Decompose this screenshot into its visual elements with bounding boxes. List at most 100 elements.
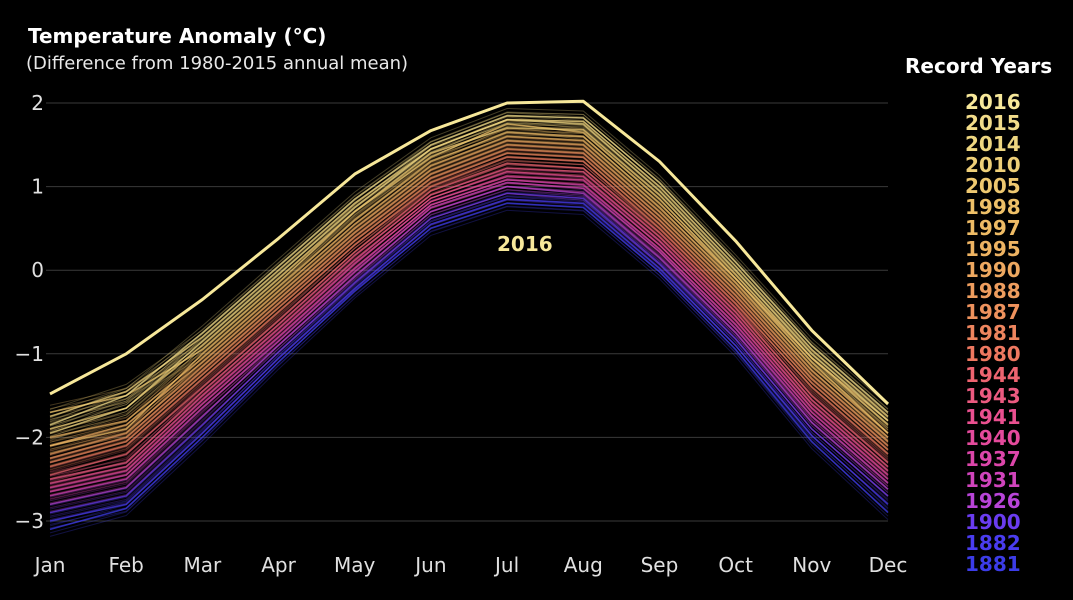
series-line-strand (49, 135, 889, 450)
x-tick-label: Oct (718, 553, 753, 577)
highlight-line (49, 99, 890, 406)
series-line-strand (49, 174, 889, 490)
legend-item: 1931 (965, 468, 1021, 492)
grid-lines (46, 102, 888, 522)
series-line-strand (49, 195, 889, 523)
series-line-1882 (49, 198, 889, 522)
x-tick-label: Aug (564, 553, 603, 577)
legend-item: 1943 (965, 384, 1021, 408)
series-line-2005 (49, 127, 889, 430)
series-line-strand (49, 121, 889, 433)
series-line-strand (49, 196, 889, 517)
series-line-strand (49, 199, 889, 521)
series-line-strand (49, 156, 889, 467)
series-line-strand (49, 159, 889, 470)
chart-subtitle: (Difference from 1980-2015 annual mean) (26, 53, 409, 74)
series-line-strand (49, 189, 889, 509)
series-line-strand (49, 202, 889, 525)
series-line-strand (49, 145, 889, 456)
series-line-1941 (49, 170, 889, 485)
legend-item: 1995 (965, 237, 1021, 261)
series-line-strand (49, 147, 889, 459)
series-line-strand (49, 209, 889, 537)
x-tick-label: May (334, 553, 376, 577)
x-tick-label: Feb (108, 553, 143, 577)
x-tick-label: Jul (493, 553, 519, 577)
y-tick-label: −2 (15, 425, 44, 449)
series-line-strand (49, 205, 889, 529)
legend-item: 2016 (965, 90, 1021, 114)
series-line-strand (49, 149, 889, 461)
legend-item: 1988 (965, 279, 1021, 303)
series-line-strand (49, 188, 889, 504)
series-line-strand (49, 130, 889, 441)
series-line-strand (49, 138, 889, 454)
series-line-2016 (49, 99, 890, 406)
legend-item: 1944 (965, 363, 1021, 387)
series-line-strand (49, 182, 889, 496)
series-line-1931 (49, 181, 889, 497)
x-tick-label: Mar (183, 553, 222, 577)
legend-item: 2010 (965, 153, 1021, 177)
y-tick-label: 0 (31, 258, 44, 282)
legend: 2016 2015 2014 2010 2005 1998 1997 1995 1990 1988… (965, 92, 1035, 575)
legend-item: 1998 (965, 195, 1021, 219)
series-line-strand (49, 126, 889, 438)
y-tick-label: −1 (15, 342, 44, 366)
series-line-1943 (49, 167, 889, 480)
series-line-strand (49, 169, 889, 483)
series-line-strand (49, 134, 889, 437)
series-line-strand (49, 189, 889, 510)
series-line-strand (49, 128, 889, 431)
series-line-strand (49, 160, 889, 471)
series-line-strand (49, 137, 889, 448)
series-line-1926 (49, 185, 889, 506)
legend-item: 1997 (965, 216, 1021, 240)
series-line-strand (49, 159, 889, 472)
series-line-strand (49, 141, 889, 452)
series-line-strand (49, 206, 889, 534)
series-line-strand (49, 166, 889, 479)
y-tick-label: −3 (15, 509, 44, 533)
x-tick-label: Apr (261, 553, 296, 577)
series-line-strand (49, 174, 889, 487)
series-line-strand (49, 186, 889, 500)
series-line-strand (49, 155, 889, 466)
x-tick-label: Jun (413, 553, 446, 577)
y-tick-label: 1 (31, 175, 44, 199)
chart-title: Temperature Anomaly (°C) (28, 24, 327, 48)
series-line-strand (49, 118, 889, 429)
series-line-1988 (49, 143, 889, 455)
legend-item: 1940 (965, 426, 1021, 450)
legend-item: 2005 (965, 174, 1021, 198)
legend-item: 1882 (965, 531, 1021, 555)
series-line-1940 (49, 175, 889, 489)
series-line-strand (49, 155, 889, 469)
series-line-strand (49, 139, 889, 442)
series-line-strand (49, 131, 889, 433)
series-line-strand (49, 171, 889, 484)
series-line-1990 (49, 139, 889, 447)
series-line-strand (49, 142, 889, 445)
series-line-strand (49, 174, 889, 488)
axis-labels: 2 1 0 −1 −2 −3 Jan Feb Mar Apr May Jun Jul Aug Sep Oct N… (15, 91, 908, 577)
series-line-strand (49, 163, 889, 475)
legend-item: 1981 (965, 321, 1021, 345)
series-line-2014 (49, 118, 889, 434)
series-line-1981 (49, 152, 889, 464)
series-line-1980 (49, 156, 889, 468)
series-line-strand (49, 147, 889, 454)
x-tick-label: Nov (792, 553, 831, 577)
series-line-strand (49, 195, 889, 518)
series-line-strand (49, 107, 889, 419)
series-line-strand (49, 185, 889, 500)
legend-item: 1987 (965, 300, 1021, 324)
legend-item: 1937 (965, 447, 1021, 471)
series-line-strand (49, 183, 889, 496)
x-tick-label: Dec (869, 553, 908, 577)
series-line-1987 (49, 148, 889, 460)
legend-item: 1881 (965, 552, 1021, 576)
legend-title: Record Years (905, 54, 1053, 78)
